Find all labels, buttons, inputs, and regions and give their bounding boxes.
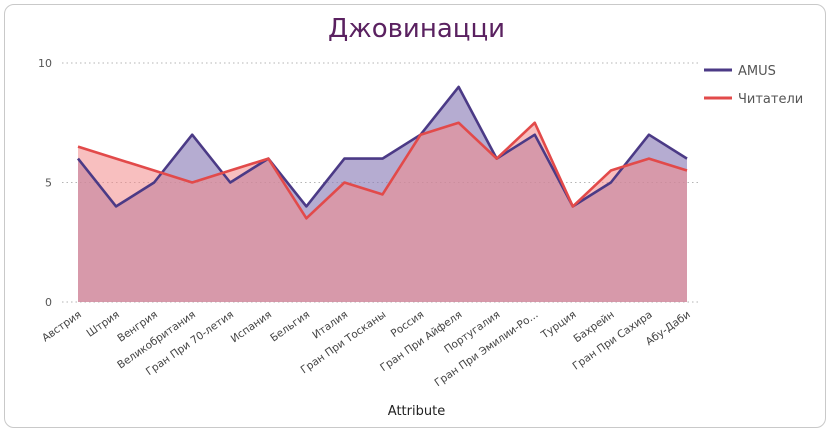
chart-title: Джовинацци (327, 14, 506, 44)
legend: AMUS Читатели (704, 64, 803, 107)
y-tick-label: 10 (38, 57, 52, 70)
area-readers (78, 122, 687, 302)
x-category-label: Австрия (40, 309, 84, 345)
y-tick-label: 0 (45, 296, 52, 309)
legend-label: AMUS (738, 64, 776, 79)
x-axis-label: Attribute (387, 404, 446, 419)
y-axis-ticks: 0 5 10 (38, 57, 52, 309)
line-amus (76, 85, 688, 208)
series-lines (76, 85, 688, 220)
x-category-label: Бельгия (268, 309, 312, 345)
y-tick-label: 5 (45, 177, 52, 190)
line-readers (77, 121, 688, 220)
x-category-label: Испания (229, 309, 274, 346)
legend-label: Читатели (738, 92, 803, 107)
